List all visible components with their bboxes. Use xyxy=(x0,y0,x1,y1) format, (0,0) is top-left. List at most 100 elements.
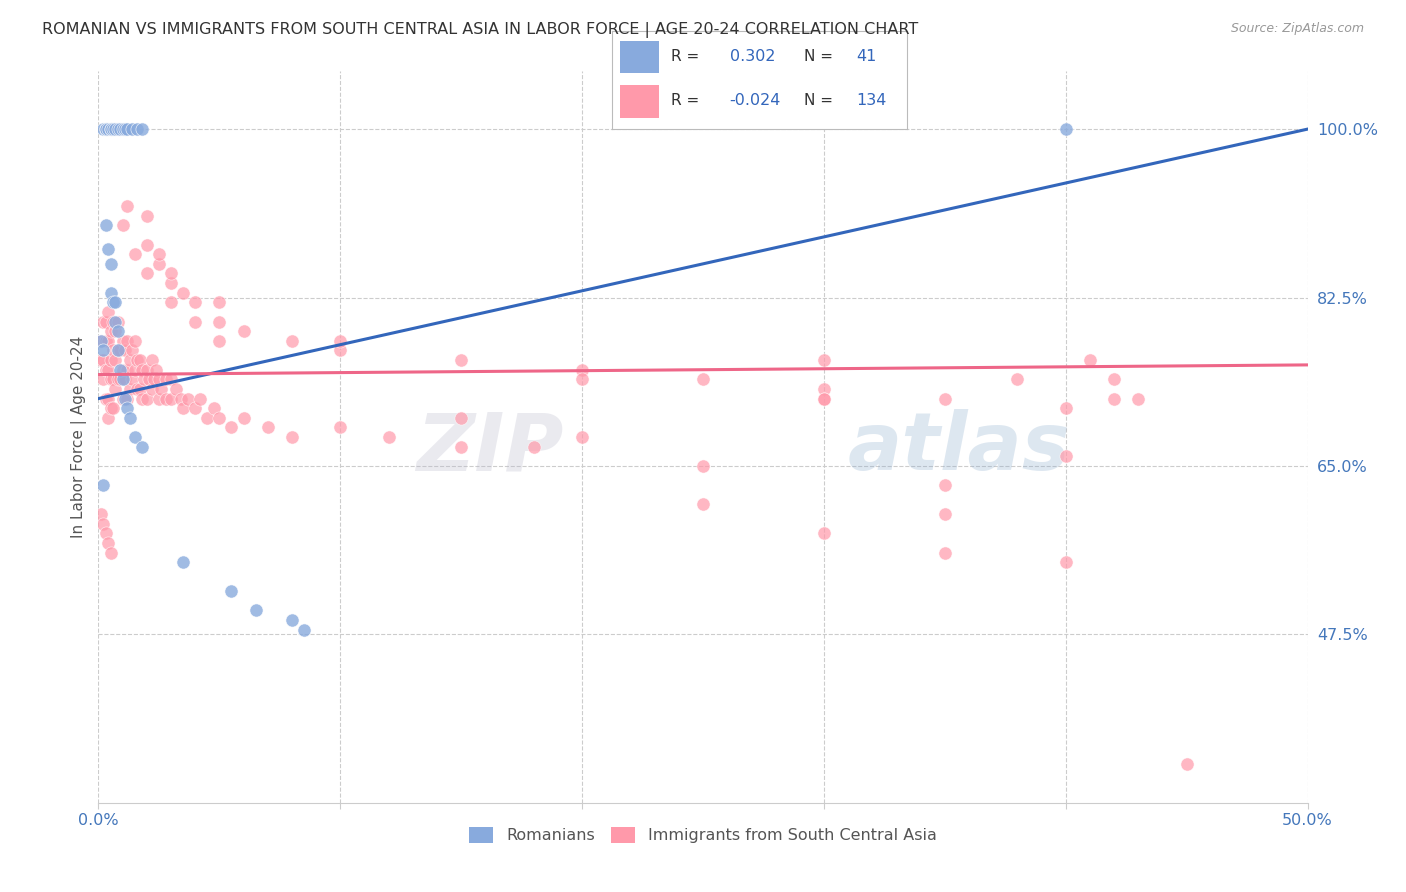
Point xyxy=(100,257,122,271)
Point xyxy=(148,392,170,406)
Point xyxy=(128,382,150,396)
Point xyxy=(90,334,112,348)
Point xyxy=(934,507,956,521)
Point xyxy=(232,410,254,425)
Point xyxy=(97,410,120,425)
Point xyxy=(128,353,150,368)
Text: R =: R = xyxy=(671,49,704,64)
Point xyxy=(172,285,194,300)
Point xyxy=(571,430,593,444)
Point xyxy=(145,362,167,376)
Point xyxy=(90,353,112,368)
Point xyxy=(571,372,593,386)
Point xyxy=(131,440,153,454)
Point xyxy=(107,372,129,386)
Point xyxy=(108,372,131,386)
Point xyxy=(281,613,304,627)
Point xyxy=(1102,372,1125,386)
Point xyxy=(107,343,129,358)
Point xyxy=(208,334,231,348)
Point xyxy=(1128,392,1150,406)
Point xyxy=(104,324,127,338)
Point xyxy=(94,122,117,136)
Point xyxy=(100,401,122,416)
Point xyxy=(1054,401,1077,416)
Point xyxy=(131,392,153,406)
Point xyxy=(108,362,131,376)
Point xyxy=(94,526,117,541)
Point xyxy=(523,440,546,454)
Point xyxy=(135,209,157,223)
Point xyxy=(114,392,136,406)
Point xyxy=(692,458,714,473)
Point xyxy=(107,315,129,329)
Point xyxy=(124,362,146,376)
Text: ZIP: ZIP xyxy=(416,409,564,487)
Point xyxy=(117,401,139,416)
Point xyxy=(184,315,207,329)
Point xyxy=(118,410,141,425)
Point xyxy=(1102,392,1125,406)
Point xyxy=(204,401,226,416)
Point xyxy=(118,382,141,396)
Point xyxy=(127,353,149,368)
Point xyxy=(177,392,200,406)
Point xyxy=(101,315,124,329)
Point xyxy=(94,219,117,233)
Point xyxy=(97,305,120,319)
Point xyxy=(124,430,146,444)
Point xyxy=(172,401,194,416)
Text: 41: 41 xyxy=(856,49,877,64)
Point xyxy=(169,392,191,406)
Point xyxy=(377,430,399,444)
Point xyxy=(160,276,183,290)
Point xyxy=(91,372,114,386)
Point xyxy=(150,382,173,396)
Point xyxy=(450,353,472,368)
Point xyxy=(104,315,127,329)
Point xyxy=(160,295,183,310)
Point xyxy=(97,243,120,257)
Point xyxy=(934,392,956,406)
Point xyxy=(100,122,122,136)
Point xyxy=(245,603,267,617)
Point xyxy=(1078,353,1101,368)
Point xyxy=(195,410,218,425)
Bar xyxy=(620,86,659,118)
Point xyxy=(813,392,835,406)
Point xyxy=(813,392,835,406)
Point xyxy=(221,584,243,599)
Text: 134: 134 xyxy=(856,94,887,109)
Text: atlas: atlas xyxy=(848,409,1071,487)
Point xyxy=(292,623,315,637)
Point xyxy=(141,382,163,396)
Point xyxy=(934,478,956,492)
Point xyxy=(104,122,127,136)
Text: -0.024: -0.024 xyxy=(730,94,782,109)
Point xyxy=(97,536,120,550)
Point xyxy=(111,362,134,376)
Point xyxy=(117,199,139,213)
Point xyxy=(111,219,134,233)
Point xyxy=(107,122,129,136)
Point xyxy=(100,285,122,300)
Point xyxy=(450,410,472,425)
Point xyxy=(160,392,183,406)
Point xyxy=(100,372,122,386)
Point xyxy=(100,545,122,559)
Text: 0.302: 0.302 xyxy=(730,49,775,64)
Point xyxy=(155,392,177,406)
Point xyxy=(117,362,139,376)
Point xyxy=(94,122,117,136)
Point xyxy=(100,353,122,368)
Point xyxy=(135,267,157,281)
Point xyxy=(692,372,714,386)
Point xyxy=(97,122,120,136)
Point xyxy=(155,372,177,386)
Point xyxy=(111,392,134,406)
Bar xyxy=(620,41,659,73)
Point xyxy=(94,334,117,348)
Point xyxy=(91,353,114,368)
Point xyxy=(91,516,114,531)
Point xyxy=(90,507,112,521)
